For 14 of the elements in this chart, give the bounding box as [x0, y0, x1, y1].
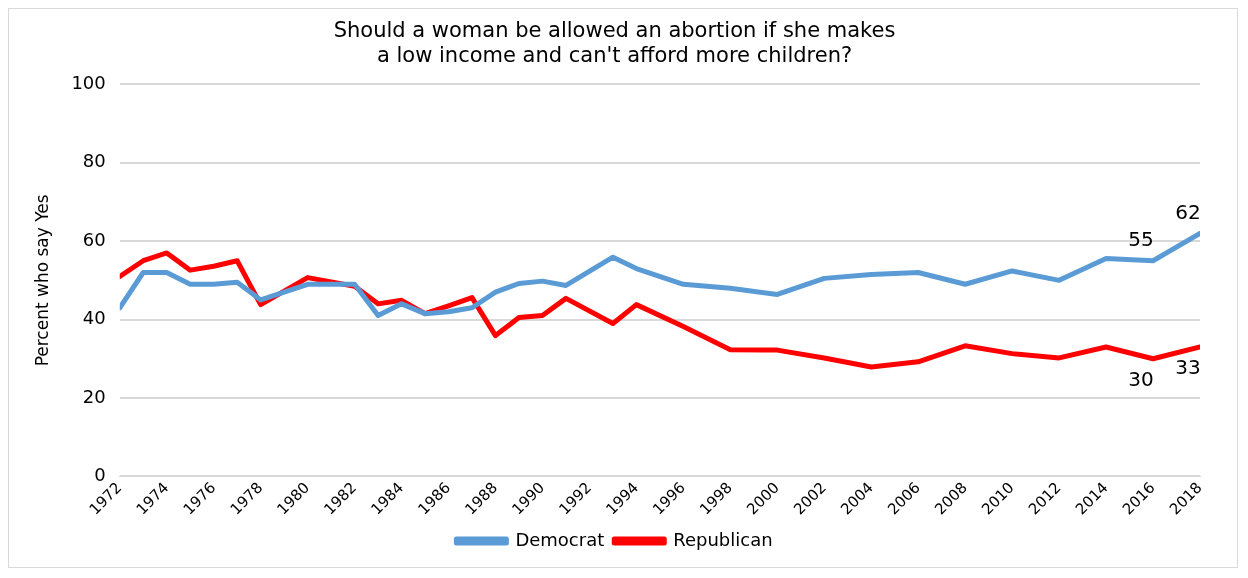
y-tick-label: 40	[82, 307, 106, 329]
data-label: 62	[1175, 199, 1201, 224]
data-label: 55	[1128, 226, 1154, 251]
y-tick-label: 0	[94, 463, 106, 485]
data-label: 30	[1128, 366, 1154, 391]
y-tick-label: 60	[82, 228, 106, 250]
data-label: 33	[1175, 355, 1201, 380]
legend-label: Democrat	[515, 528, 605, 550]
chart-title: Should a woman be allowed an abortion if she makes a low income and can't afford more children?	[333, 18, 896, 68]
legend-label: Republican	[673, 528, 773, 550]
y-tick-label: 100	[71, 72, 106, 94]
y-tick-label: 80	[82, 150, 106, 172]
y-tick-label: 20	[82, 385, 106, 407]
y-axis-title: Percent who say Yes	[31, 194, 52, 367]
